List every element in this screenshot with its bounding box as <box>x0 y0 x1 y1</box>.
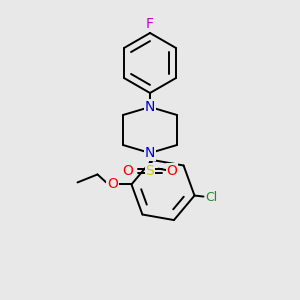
Text: O: O <box>167 164 177 178</box>
Text: N: N <box>145 100 155 114</box>
Text: O: O <box>123 164 134 178</box>
Text: O: O <box>107 177 118 191</box>
Text: F: F <box>146 17 154 31</box>
Text: S: S <box>146 164 154 178</box>
Text: N: N <box>145 146 155 160</box>
Text: Cl: Cl <box>206 191 218 204</box>
